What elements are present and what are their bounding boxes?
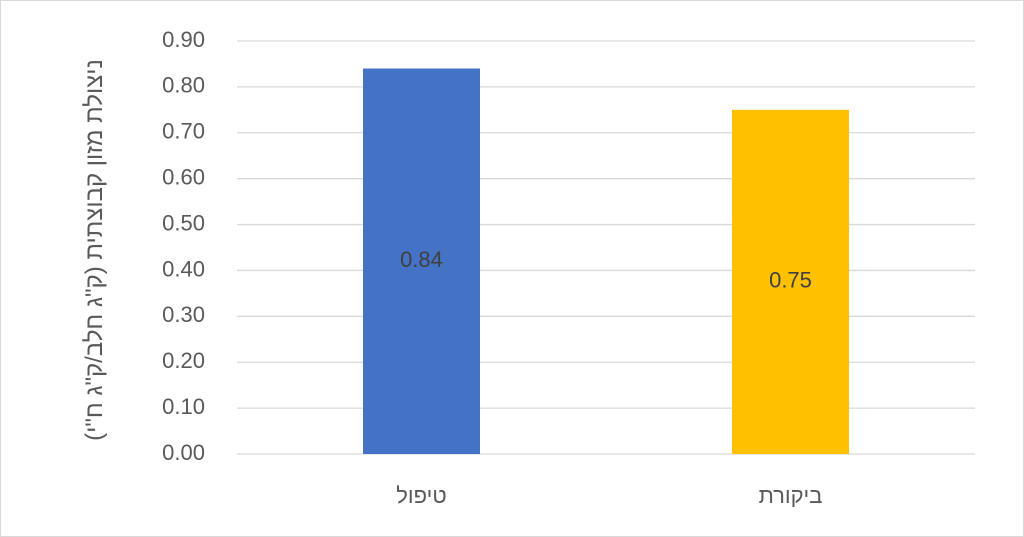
y-tick-label: 0.50: [162, 210, 205, 235]
y-axis-label: ניצולת מזון קבוצתית (ק"ג חלב/ק"ג ח"י): [81, 59, 108, 441]
y-tick-label: 0.40: [162, 256, 205, 281]
y-tick-label: 0.10: [162, 394, 205, 419]
bar: [363, 68, 480, 455]
y-tick-label: 0.30: [162, 302, 205, 327]
y-tick-label: 0.80: [162, 73, 205, 98]
data-label: 0.75: [769, 268, 812, 293]
y-tick-label: 0.20: [162, 348, 205, 373]
y-tick-label: 0.90: [162, 27, 205, 52]
bar: [732, 109, 849, 454]
y-tick-label: 0.60: [162, 164, 205, 189]
x-tick-label: ביקורת: [759, 483, 823, 508]
y-tick-label: 0.00: [162, 440, 205, 465]
data-label: 0.84: [400, 247, 443, 272]
y-tick-label: 0.70: [162, 119, 205, 144]
x-tick-label: טיפול: [396, 483, 446, 508]
